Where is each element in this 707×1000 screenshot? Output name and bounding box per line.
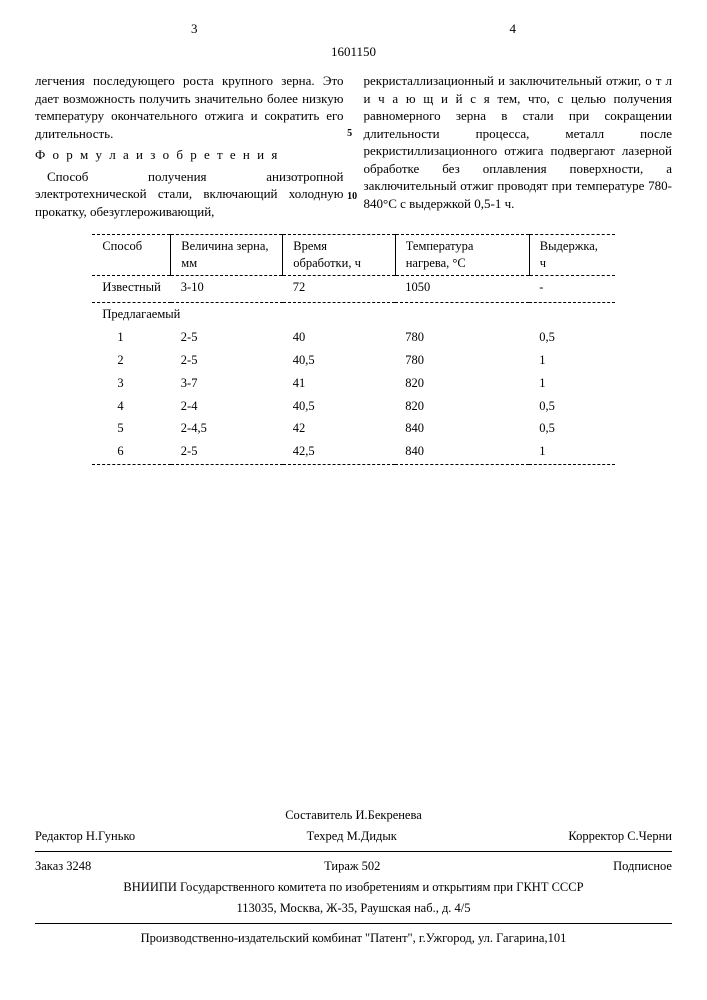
cell-hold: 1 [529,372,614,395]
table-row: 5 2-4,5 42 840 0,5 [92,417,614,440]
cell-time: 41 [283,372,396,395]
page-number-left: 3 [51,20,338,38]
footer: Составитель И.Бекренева Редактор Н.Гуньк… [35,805,672,948]
address1: 113035, Москва, Ж-35, Раушская наб., д. … [35,898,672,919]
table-row: 4 2-4 40,5 820 0,5 [92,395,614,418]
table-row: 1 2-5 40 780 0,5 [92,326,614,349]
cell-time: 40 [283,326,396,349]
cell-temp: 820 [395,372,529,395]
cell-temp: 780 [395,326,529,349]
table-row: 3 3-7 41 820 1 [92,372,614,395]
cell-method: 1 [92,326,170,349]
cell-temp: 840 [395,417,529,440]
line-marker-5: 5 [347,127,352,141]
cell-grain: 2-4,5 [171,417,283,440]
page-number-right: 4 [369,20,656,38]
cell-hold: 1 [529,440,614,464]
cell-time: 72 [283,276,396,303]
document-number: 1601150 [35,43,672,61]
proposed-label: Предлагаемый [92,303,614,326]
data-table: Способ Величина зерна, мм Время обработк… [92,234,614,465]
cell-method: 3 [92,372,170,395]
cell-method: 6 [92,440,170,464]
subscription: Подписное [613,858,672,875]
cell-method: 2 [92,349,170,372]
table-row: 2 2-5 40,5 780 1 [92,349,614,372]
cell-grain: 2-5 [171,440,283,464]
order: Заказ 3248 [35,858,91,875]
cell-grain: 2-5 [171,349,283,372]
cell-hold: 0,5 [529,326,614,349]
cell-grain: 2-4 [171,395,283,418]
cell-time: 40,5 [283,349,396,372]
corrector: Корректор С.Черни [568,828,672,845]
publisher: Производственно-издательский комбинат "П… [35,928,672,949]
th-hold: Выдержка, ч [529,235,614,276]
table-row: Известный 3-10 72 1050 - [92,276,614,303]
formula-title: Ф о р м у л а и з о б р е т е н и я [35,146,344,164]
cell-grain: 2-5 [171,326,283,349]
cell-method: 5 [92,417,170,440]
cell-hold: 0,5 [529,395,614,418]
right-column: рекристаллизационный и заключительный от… [364,72,673,224]
cell-temp: 1050 [395,276,529,303]
cell-temp: 820 [395,395,529,418]
cell-time: 40,5 [283,395,396,418]
th-grain: Величина зерна, мм [171,235,283,276]
cell-hold: - [529,276,614,303]
composer: Составитель И.Бекренева [35,805,672,826]
cell-temp: 840 [395,440,529,464]
cell-method: Известный [92,276,170,303]
cell-temp: 780 [395,349,529,372]
left-para-1: легчения последующего роста крупного зер… [35,72,344,142]
th-method: Способ [92,235,170,276]
cell-method: 4 [92,395,170,418]
th-time: Время обработки, ч [283,235,396,276]
th-temp: Температура нагрева, °С [395,235,529,276]
vniipi: ВНИИПИ Государственного комитета по изоб… [35,877,672,898]
cell-grain: 3-7 [171,372,283,395]
techred: Техред М.Дидык [307,828,397,845]
editor: Редактор Н.Гунько [35,828,135,845]
line-marker-10: 10 [347,190,357,204]
cell-time: 42 [283,417,396,440]
table-row: Предлагаемый [92,303,614,326]
cell-hold: 0,5 [529,417,614,440]
left-column: легчения последующего роста крупного зер… [35,72,344,224]
cell-time: 42,5 [283,440,396,464]
circulation: Тираж 502 [324,858,380,875]
cell-hold: 1 [529,349,614,372]
table-row: 6 2-5 42,5 840 1 [92,440,614,464]
cell-grain: 3-10 [171,276,283,303]
right-para-1: рекристаллизационный и заключительный от… [364,72,673,212]
left-para-2: Способ получения анизотропной электротех… [35,168,344,221]
